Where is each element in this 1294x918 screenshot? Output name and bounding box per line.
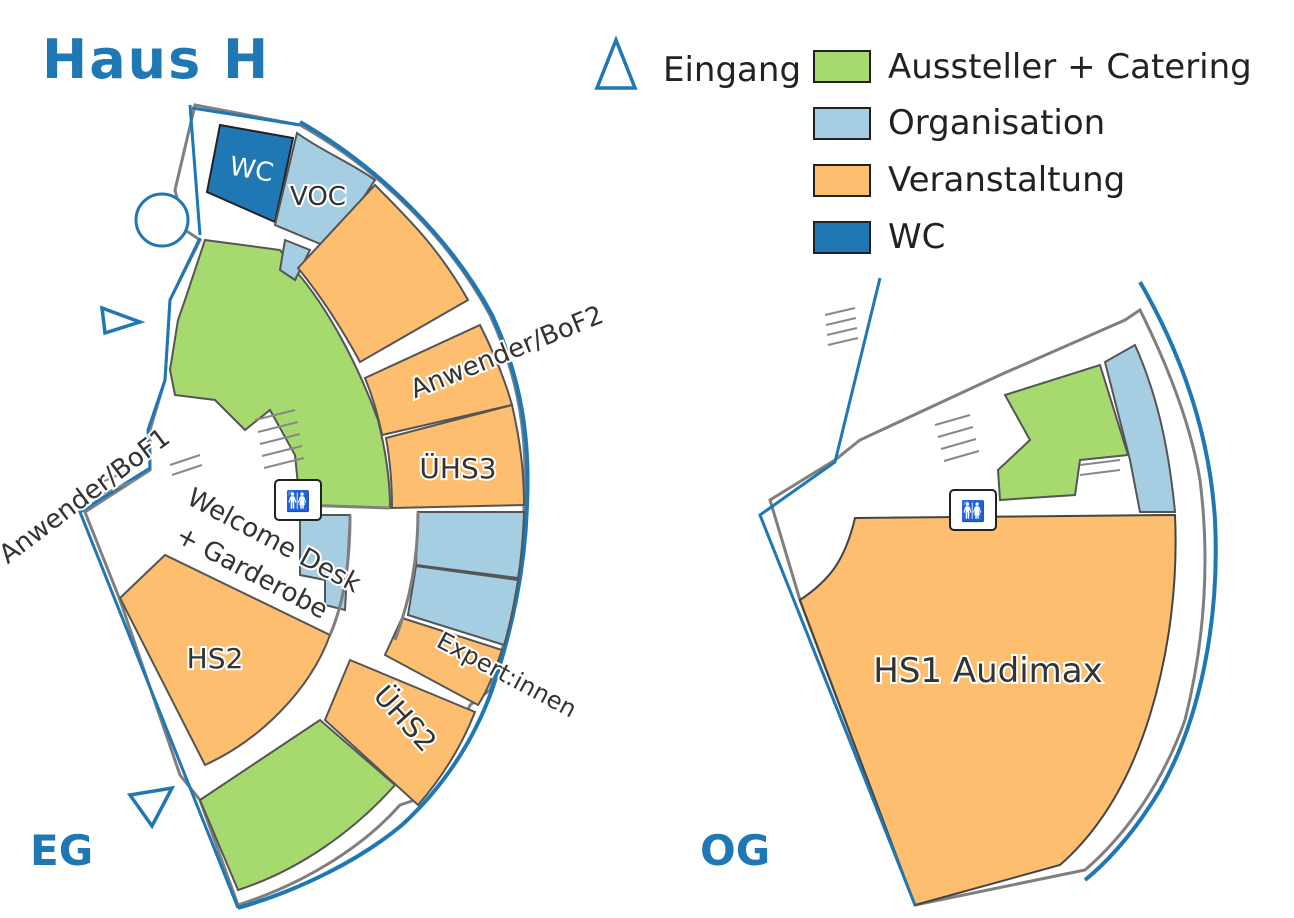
label-voc: VOC <box>290 182 346 212</box>
eg-round-tower <box>134 192 190 248</box>
legend-swatch-catering <box>813 50 871 83</box>
entrance-icon-eg-south <box>126 785 176 830</box>
legend-label-organisation: Organisation <box>888 103 1106 143</box>
legend-label-veranstaltung: Veranstaltung <box>888 160 1126 200</box>
legend-swatch-wc <box>813 221 871 254</box>
room-uehs2 <box>323 658 477 807</box>
floor-label-og: OG <box>700 826 771 875</box>
svg-text:🚻: 🚻 <box>961 499 986 523</box>
entrance-icon-eg-west <box>99 305 146 336</box>
eg-facade-line-north <box>188 104 301 236</box>
legend-entrance-label: Eingang <box>663 50 802 90</box>
room-org-east-1 <box>414 511 526 580</box>
page-title: Haus H <box>42 28 271 91</box>
og-facade-line <box>1083 281 1218 882</box>
room-og-catering <box>996 363 1130 502</box>
room-catering-south <box>198 718 397 892</box>
room-uehs3 <box>384 403 526 510</box>
eg-facade-line-west <box>78 237 240 909</box>
entrance-legend-icon <box>594 35 638 90</box>
legend-swatch-veranstaltung <box>813 164 871 197</box>
room-expertinnen <box>383 616 504 707</box>
room-anwender-bof1 <box>296 183 470 364</box>
room-hs2 <box>118 553 332 767</box>
eg-stairs <box>94 409 305 496</box>
label-hs1-audimax: HS1 Audimax <box>873 651 1103 691</box>
og-facade-west <box>758 277 917 906</box>
room-hs1-audimax <box>798 513 1177 907</box>
floor-og: 🚻 HS1 Audimax <box>758 277 1218 907</box>
legend-swatch-organisation <box>813 107 871 140</box>
label-hs2: HS2 <box>187 642 244 675</box>
label-uehs3: ÜHS3 <box>419 451 496 485</box>
floor-label-eg: EG <box>30 826 94 875</box>
eg-facade-line <box>237 120 530 910</box>
room-og-organisation <box>1103 343 1177 513</box>
floor-eg: 🚻 WC VOC Anwender/BoF1 Anwender/BoF2 ÜHS… <box>0 103 610 910</box>
room-org-east-2 <box>406 564 520 647</box>
og-stairs <box>824 307 1121 476</box>
restroom-elevator-icon-og: 🚻 <box>949 489 997 531</box>
room-org-small <box>278 238 312 282</box>
legend-label-catering: Aussteller + Catering <box>888 47 1252 87</box>
svg-text:🚻: 🚻 <box>286 489 311 513</box>
legend-label-wc: WC <box>888 217 946 257</box>
restroom-elevator-icon: 🚻 <box>274 479 322 521</box>
